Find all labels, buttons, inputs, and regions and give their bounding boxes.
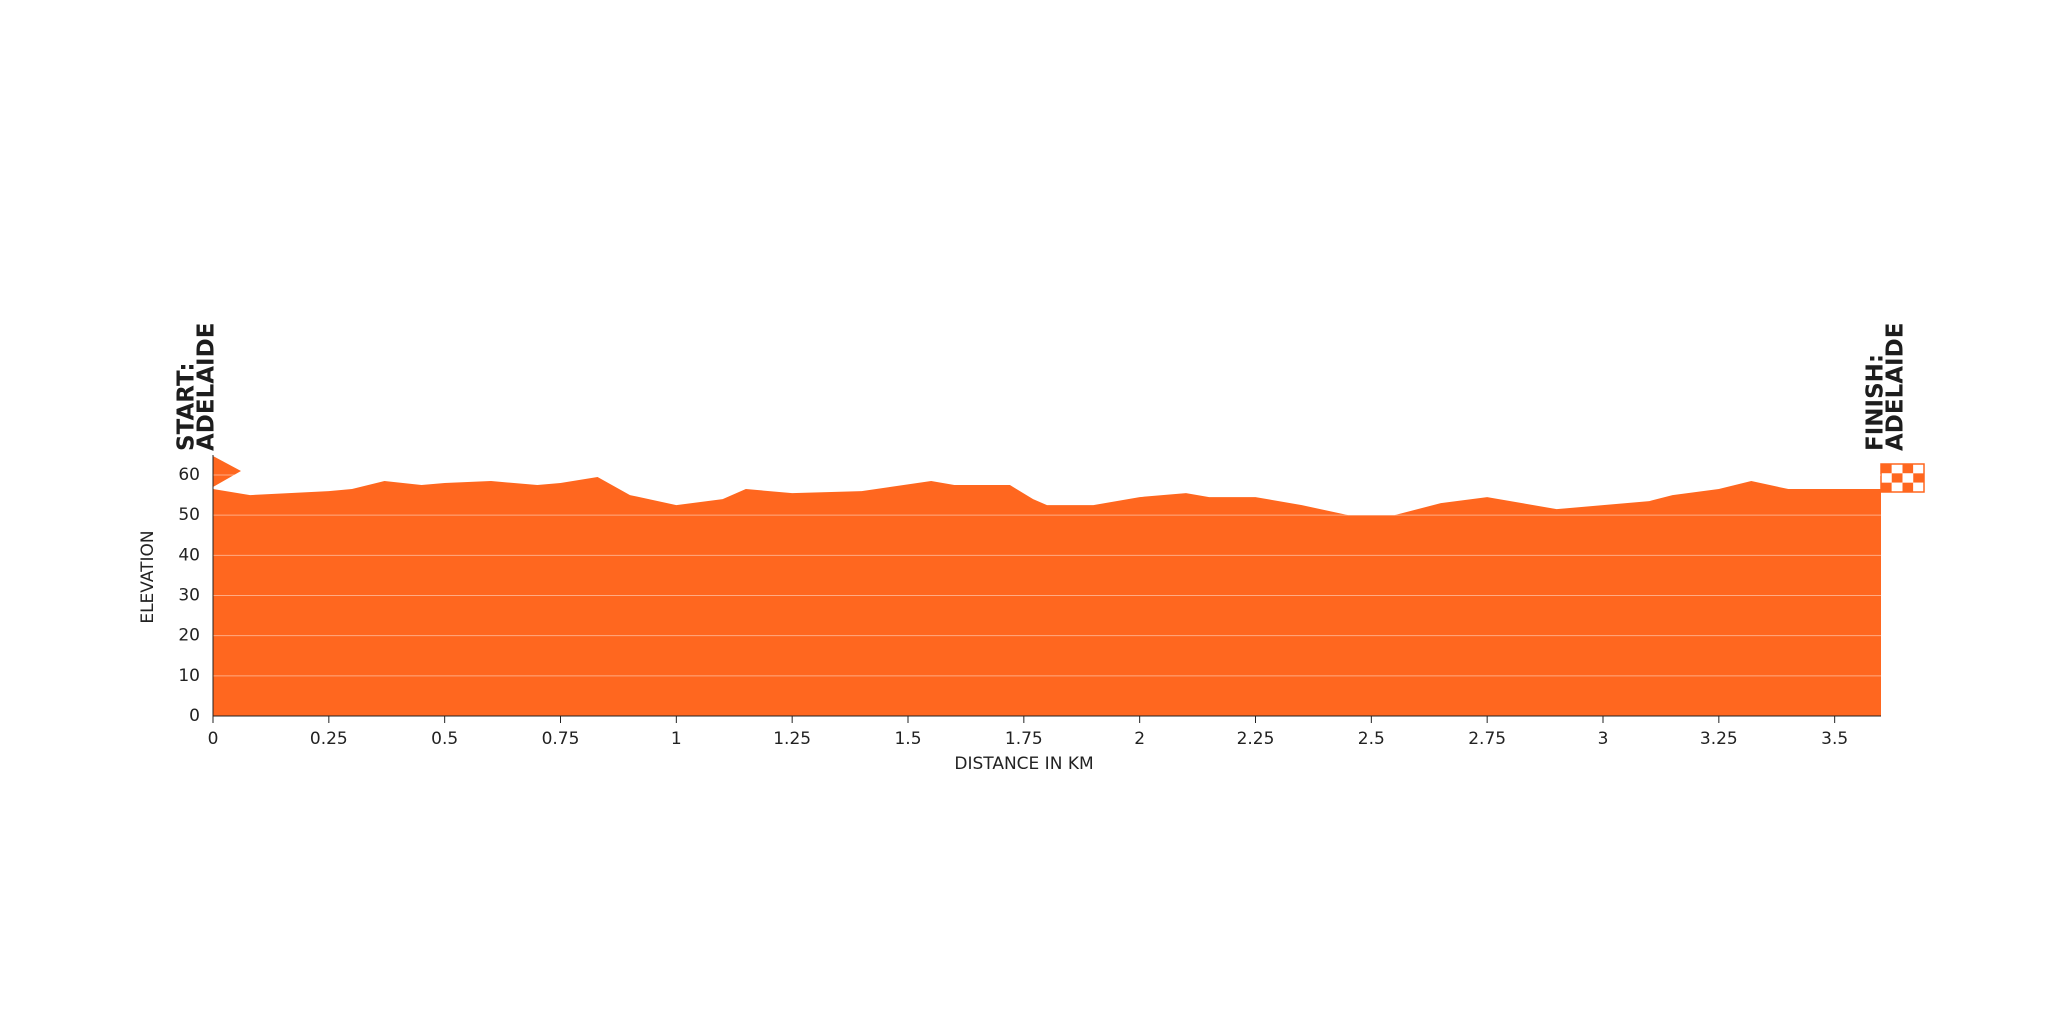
x-tick-label: 0.75 xyxy=(542,729,580,749)
y-axis-title: ELEVATION xyxy=(138,530,158,623)
y-tick-label: 30 xyxy=(178,586,200,606)
y-tick-label: 40 xyxy=(178,545,200,565)
flag-cell xyxy=(1881,464,1892,474)
x-tick-label: 1.25 xyxy=(773,729,811,749)
x-tick-label: 2.75 xyxy=(1468,729,1506,749)
finish-flag xyxy=(1880,463,1925,493)
flag-cell xyxy=(1902,473,1914,483)
flag-cell xyxy=(1891,464,1903,474)
y-tick-label: 50 xyxy=(178,505,200,525)
finish-label: FINISH: xyxy=(1863,354,1889,451)
x-tick-label: 0.25 xyxy=(310,729,348,749)
y-tick-label: 0 xyxy=(189,706,200,726)
flag-cell xyxy=(1891,473,1903,483)
flag-cell xyxy=(1913,464,1924,474)
x-tick-label: 3.25 xyxy=(1700,729,1738,749)
y-tick-label: 10 xyxy=(178,666,200,686)
x-tick-label: 0.5 xyxy=(431,729,458,749)
flag-cell xyxy=(1902,482,1914,492)
x-tick-label: 1.5 xyxy=(894,729,921,749)
x-tick-label: 3.5 xyxy=(1821,729,1848,749)
flag-cell xyxy=(1913,482,1924,492)
start-flag xyxy=(213,456,241,487)
flag-cell xyxy=(1881,473,1892,483)
x-tick-label: 1 xyxy=(671,729,682,749)
flag-cell xyxy=(1881,482,1892,492)
y-tick-label: 20 xyxy=(178,626,200,646)
x-axis-title: DISTANCE IN KM xyxy=(954,754,1093,774)
flag-border xyxy=(1880,463,1925,493)
flag-cell xyxy=(1891,482,1903,492)
flag-cell xyxy=(1913,473,1924,483)
x-tick-label: 3 xyxy=(1598,729,1609,749)
flag-cell xyxy=(1902,464,1914,474)
x-tick-label: 2.5 xyxy=(1358,729,1385,749)
x-tick-label: 0 xyxy=(208,729,219,749)
x-tick-label: 2 xyxy=(1134,729,1145,749)
start-label: ADELAIDE xyxy=(194,323,220,451)
y-tick-label: 60 xyxy=(178,465,200,485)
x-tick-label: 1.75 xyxy=(1005,729,1043,749)
x-tick-label: 2.25 xyxy=(1237,729,1275,749)
finish-label: ADELAIDE xyxy=(1883,323,1909,451)
elevation-area xyxy=(213,477,1881,716)
start-label: START: xyxy=(174,362,200,451)
